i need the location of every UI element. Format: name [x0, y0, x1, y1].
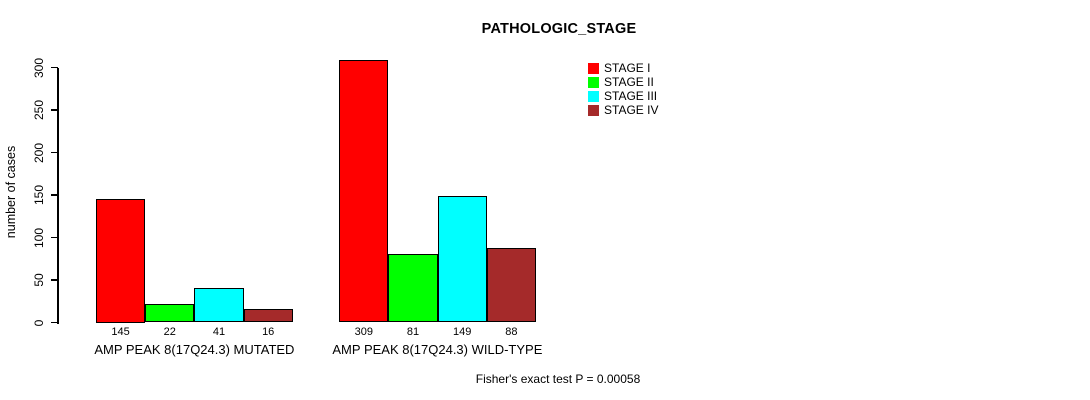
bar-stage-i-group2	[339, 59, 389, 323]
legend-item-stage-i: STAGE I	[588, 61, 658, 75]
group-label-mutated: AMP PEAK 8(17Q24.3) MUTATED	[94, 342, 295, 357]
legend-swatch-stage-iv	[588, 104, 599, 116]
y-tick-label-200: 200	[32, 142, 46, 163]
y-tick-label-300: 300	[32, 57, 46, 78]
bar-value-label: 309	[354, 326, 373, 338]
y-tick-200	[50, 151, 58, 154]
legend: STAGE I STAGE II STAGE III STAGE IV	[588, 61, 658, 117]
legend-label-stage-i: STAGE I	[604, 61, 651, 75]
y-tick-250	[50, 109, 58, 111]
legend-item-stage-iv: STAGE IV	[588, 103, 658, 117]
y-axis-line	[57, 67, 59, 324]
y-tick-label-100: 100	[32, 227, 46, 248]
chart-title: PATHOLOGIC_STAGE	[481, 21, 637, 37]
y-tick-150	[50, 194, 58, 196]
legend-label-stage-ii: STAGE II	[604, 75, 654, 89]
stat-annotation: Fisher's exact test P = 0.00058	[475, 372, 641, 386]
bar-value-label: 41	[212, 326, 226, 338]
legend-label-stage-iv: STAGE IV	[604, 103, 659, 117]
bar-stage-ii-group1	[145, 303, 195, 323]
y-tick-label-150: 150	[32, 184, 46, 206]
y-tick-0	[50, 321, 58, 324]
y-axis-label: number of cases	[4, 145, 18, 239]
y-tick-label-50: 50	[32, 273, 46, 287]
bar-value-label: 88	[505, 326, 518, 338]
bar-value-label: 81	[406, 326, 420, 338]
bar-stage-i-group1	[96, 199, 146, 323]
bar-value-label: 149	[453, 326, 472, 338]
y-tick-50	[50, 279, 58, 281]
bar-value-label: 22	[163, 326, 176, 338]
bar-stage-iv-group2	[486, 247, 536, 323]
y-tick-100	[50, 236, 58, 239]
bar-stage-ii-group2	[388, 253, 438, 323]
group-label-wild-type: AMP PEAK 8(17Q24.3) WILD-TYPE	[332, 342, 543, 357]
legend-item-stage-ii: STAGE II	[588, 75, 658, 89]
bar-value-label: 16	[262, 326, 275, 338]
legend-swatch-stage-i	[588, 62, 599, 74]
bar-stage-iii-group1	[194, 287, 244, 323]
legend-swatch-stage-ii	[588, 76, 599, 88]
legend-swatch-stage-iii	[588, 90, 599, 102]
bar-value-label: 145	[111, 326, 130, 338]
y-tick-300	[50, 66, 58, 69]
legend-item-stage-iii: STAGE III	[588, 89, 658, 103]
legend-label-stage-iii: STAGE III	[604, 89, 658, 103]
y-tick-label-250: 250	[32, 99, 46, 121]
bar-stage-iii-group2	[437, 195, 487, 323]
y-tick-label-0: 0	[32, 319, 46, 326]
bar-stage-iv-group1	[243, 308, 293, 323]
